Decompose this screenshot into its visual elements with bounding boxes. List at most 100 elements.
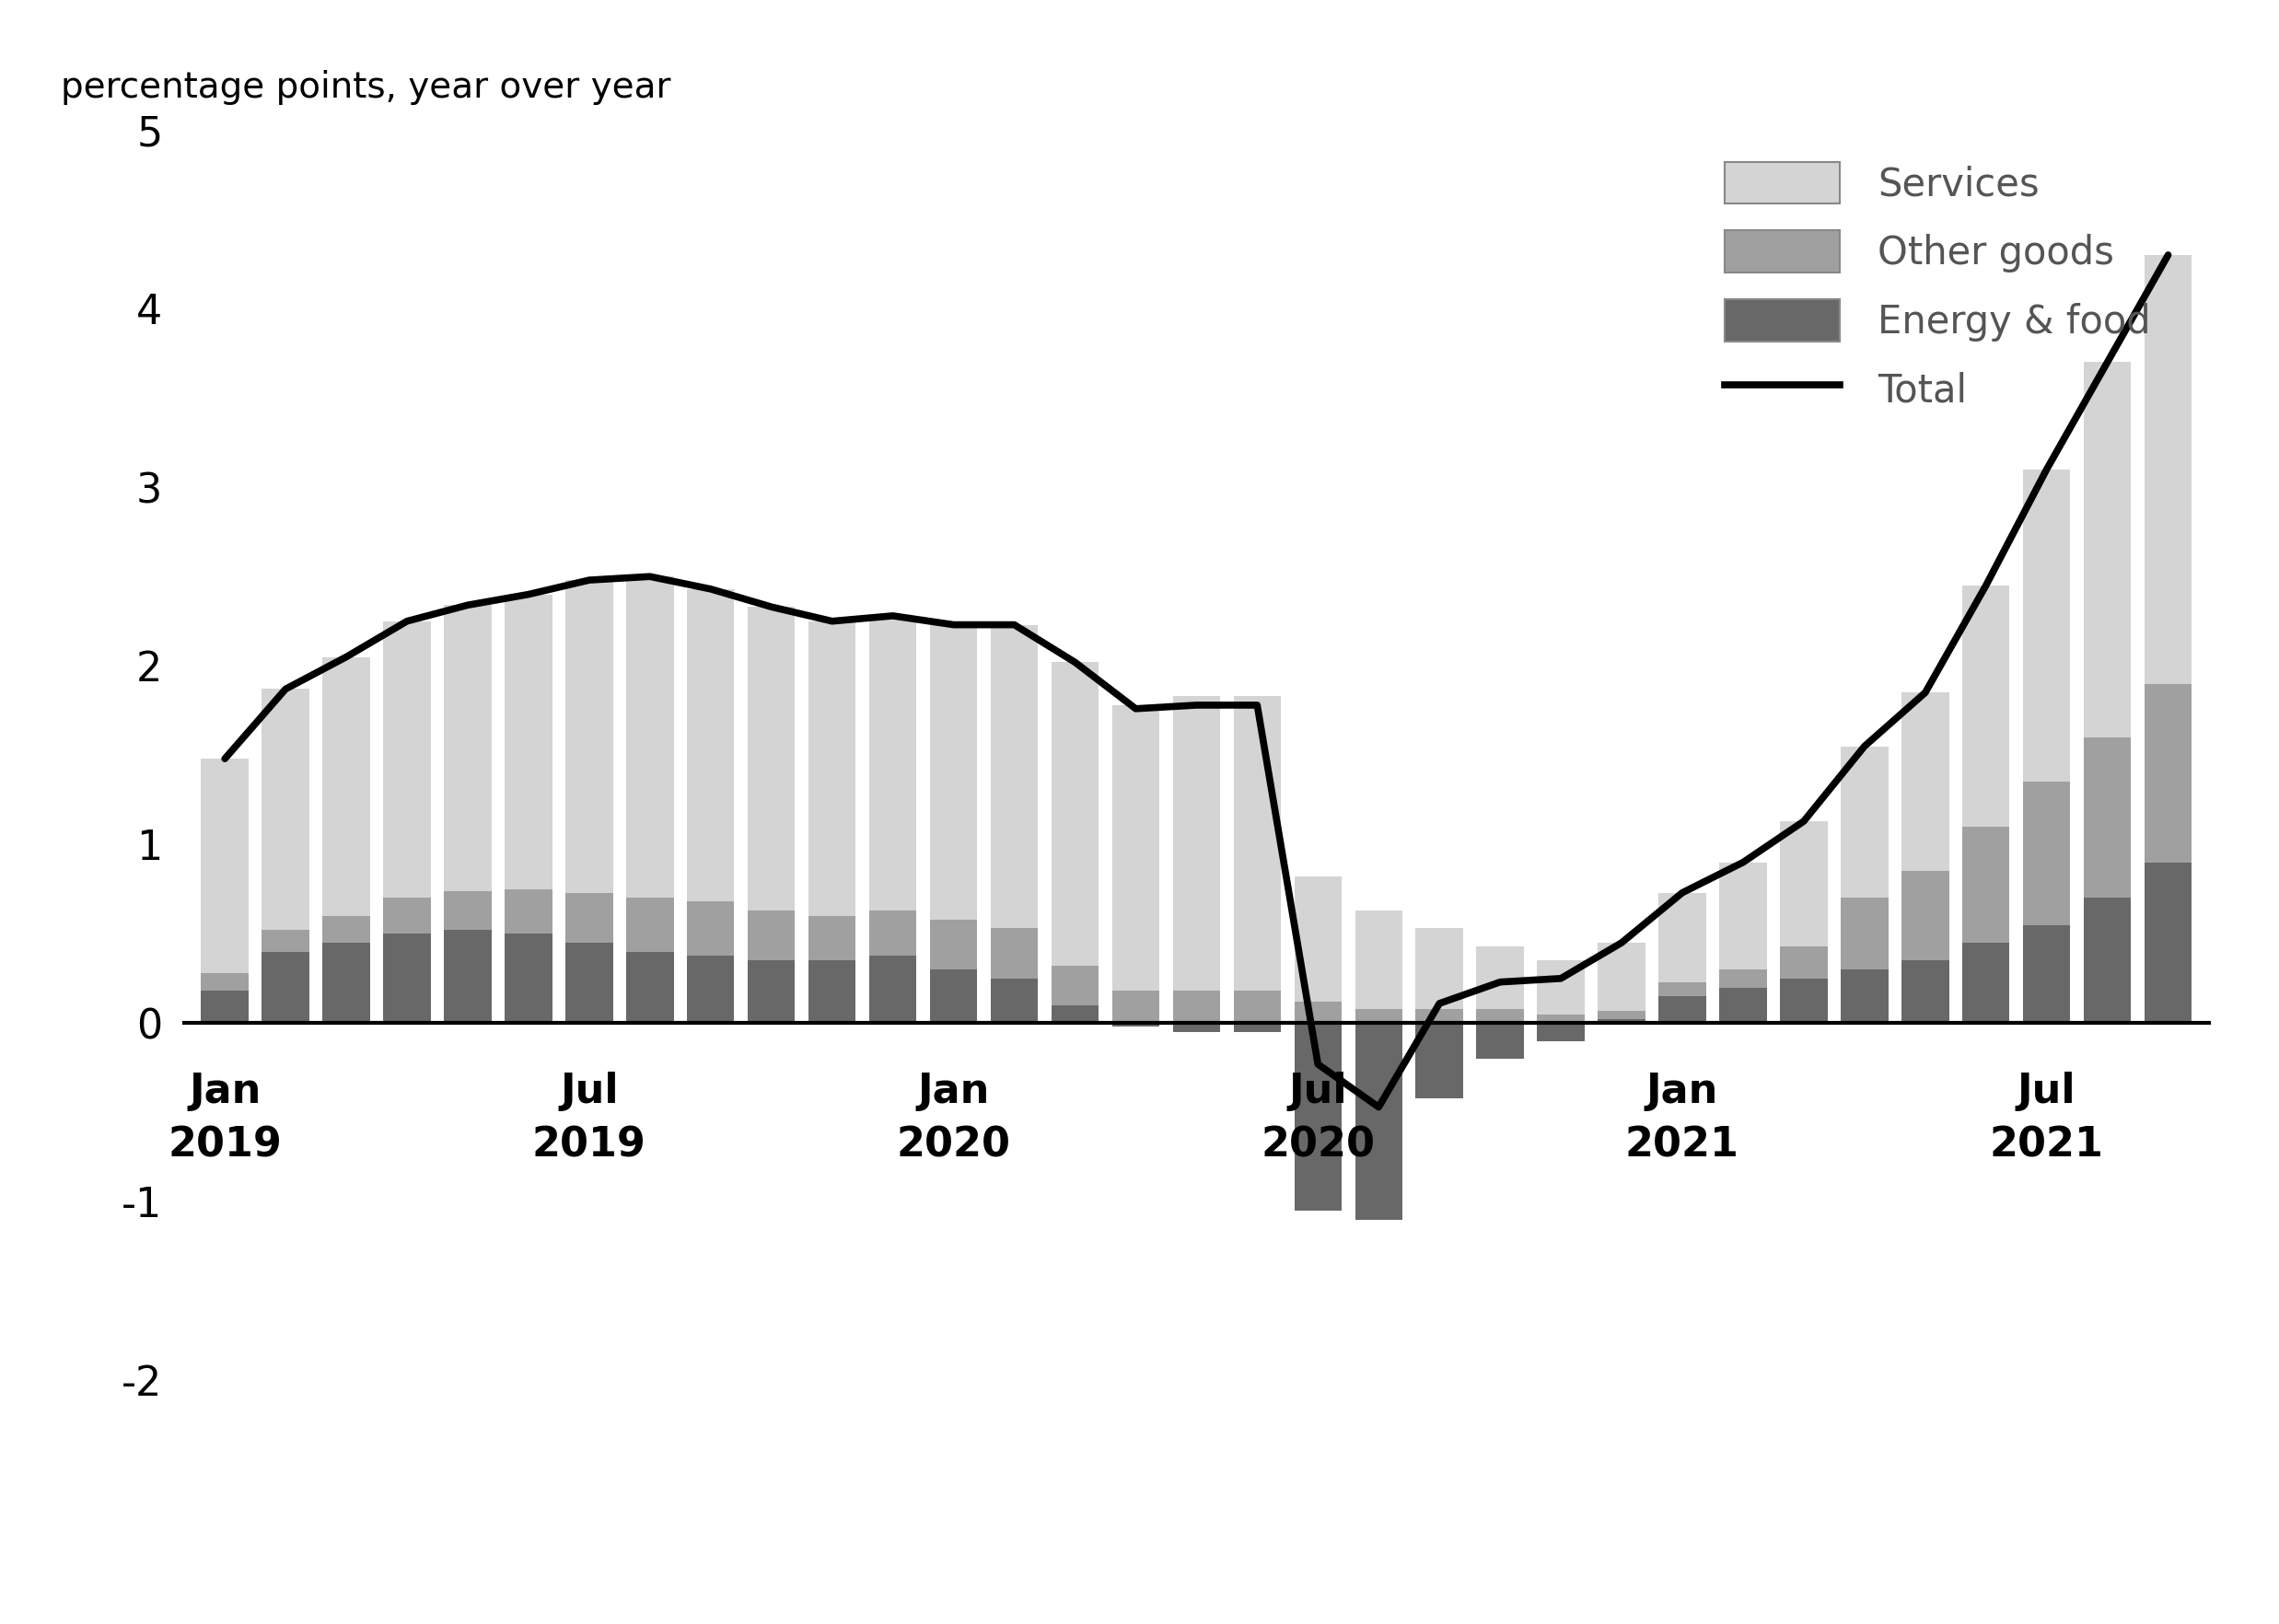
Bar [2145,684,2192,862]
Bar [1841,970,1889,1023]
Text: Jan: Jan [189,1072,260,1111]
Bar [1112,1023,1160,1026]
Bar [1718,862,1766,970]
Bar [991,625,1037,929]
Text: Jan: Jan [1645,1072,1718,1111]
Bar [444,892,492,931]
Bar [1112,991,1160,1023]
Bar [1477,947,1525,1009]
Bar [930,919,978,970]
Bar [1962,942,2010,1023]
Bar [1051,1005,1098,1023]
Text: percentage points, year over year: percentage points, year over year [62,70,670,106]
Bar [991,978,1037,1023]
Bar [1294,1002,1342,1023]
Bar [809,960,857,1023]
Bar [565,942,613,1023]
Bar [1841,898,1889,970]
Bar [1356,1009,1402,1023]
Bar [504,890,552,934]
Text: Jul: Jul [1288,1072,1347,1111]
Bar [2083,362,2131,737]
Text: 2021: 2021 [1990,1125,2104,1164]
Bar [1780,947,1828,978]
Text: Jan: Jan [918,1072,989,1111]
Text: 2019: 2019 [533,1125,647,1164]
Text: 2019: 2019 [169,1125,283,1164]
Bar [1536,1023,1584,1041]
Bar [1659,893,1707,983]
Bar [1780,822,1828,947]
Bar [1174,697,1219,991]
Bar [1901,870,1949,960]
Bar [1051,663,1098,966]
Bar [201,973,248,991]
Text: Jul: Jul [2017,1072,2076,1111]
Bar [1901,960,1949,1023]
Bar [1536,1013,1584,1023]
Bar [444,606,492,892]
Bar [1294,877,1342,1002]
Bar [1112,705,1160,991]
Bar [748,960,795,1023]
Bar [1598,1020,1645,1023]
Bar [1598,942,1645,1010]
Bar [324,656,369,916]
Legend: Services, Other goods, Energy & food, Total: Services, Other goods, Energy & food, To… [1725,162,2151,411]
Bar [1780,978,1828,1023]
Bar [565,580,613,893]
Bar [1174,991,1219,1023]
Bar [1841,747,1889,898]
Bar [201,991,248,1023]
Bar [262,931,310,952]
Bar [324,916,369,942]
Bar [2024,924,2069,1023]
Bar [504,934,552,1023]
Text: 2020: 2020 [896,1125,1010,1164]
Bar [686,590,734,901]
Bar [748,911,795,960]
Bar [809,916,857,960]
Text: 2021: 2021 [1625,1125,1739,1164]
Bar [686,901,734,955]
Bar [2083,737,2131,898]
Bar [2083,898,2131,1023]
Bar [1415,929,1463,1009]
Bar [324,942,369,1023]
Bar [1962,585,2010,827]
Bar [1901,692,1949,870]
Bar [1356,1023,1402,1220]
Bar [1233,991,1281,1023]
Bar [2145,862,2192,1023]
Bar [1718,987,1766,1023]
Bar [991,929,1037,978]
Bar [262,952,310,1023]
Text: Jul: Jul [561,1072,618,1111]
Bar [868,911,916,955]
Bar [2024,781,2069,924]
Bar [809,620,857,916]
Bar [686,955,734,1023]
Bar [2024,469,2069,781]
Bar [2145,255,2192,684]
Bar [1962,827,2010,942]
Bar [1718,970,1766,987]
Bar [1659,983,1707,996]
Bar [627,898,675,952]
Bar [1051,966,1098,1005]
Bar [1356,911,1402,1009]
Bar [930,970,978,1023]
Bar [868,615,916,911]
Bar [1598,1010,1645,1020]
Bar [383,898,431,934]
Bar [1477,1009,1525,1023]
Bar [565,893,613,942]
Text: 2020: 2020 [1260,1125,1374,1164]
Bar [383,620,431,898]
Bar [1233,1023,1281,1033]
Bar [1294,1023,1342,1210]
Bar [504,594,552,890]
Bar [1415,1009,1463,1023]
Bar [1536,960,1584,1013]
Bar [627,952,675,1023]
